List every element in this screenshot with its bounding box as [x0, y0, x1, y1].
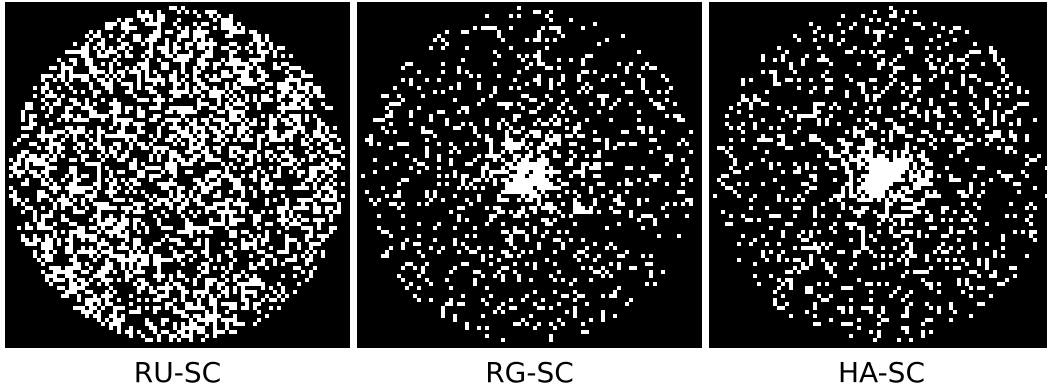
- sampling-mask-ru-sc: [5, 2, 350, 348]
- sampling-mask-image: [709, 2, 1047, 348]
- panel-caption-ha-sc: HA-SC: [837, 356, 926, 389]
- sample-points: [9, 6, 345, 342]
- sampling-mask-image: [5, 2, 350, 348]
- sampling-mask-image: [357, 2, 702, 348]
- sample-points: [361, 6, 693, 342]
- sampling-mask-rg-sc: [357, 2, 702, 348]
- panel-caption-rg-sc: RG-SC: [485, 356, 574, 389]
- panel-caption-ru-sc: RU-SC: [133, 356, 222, 389]
- sampling-mask-ha-sc: [709, 2, 1047, 348]
- sample-points: [713, 6, 1047, 342]
